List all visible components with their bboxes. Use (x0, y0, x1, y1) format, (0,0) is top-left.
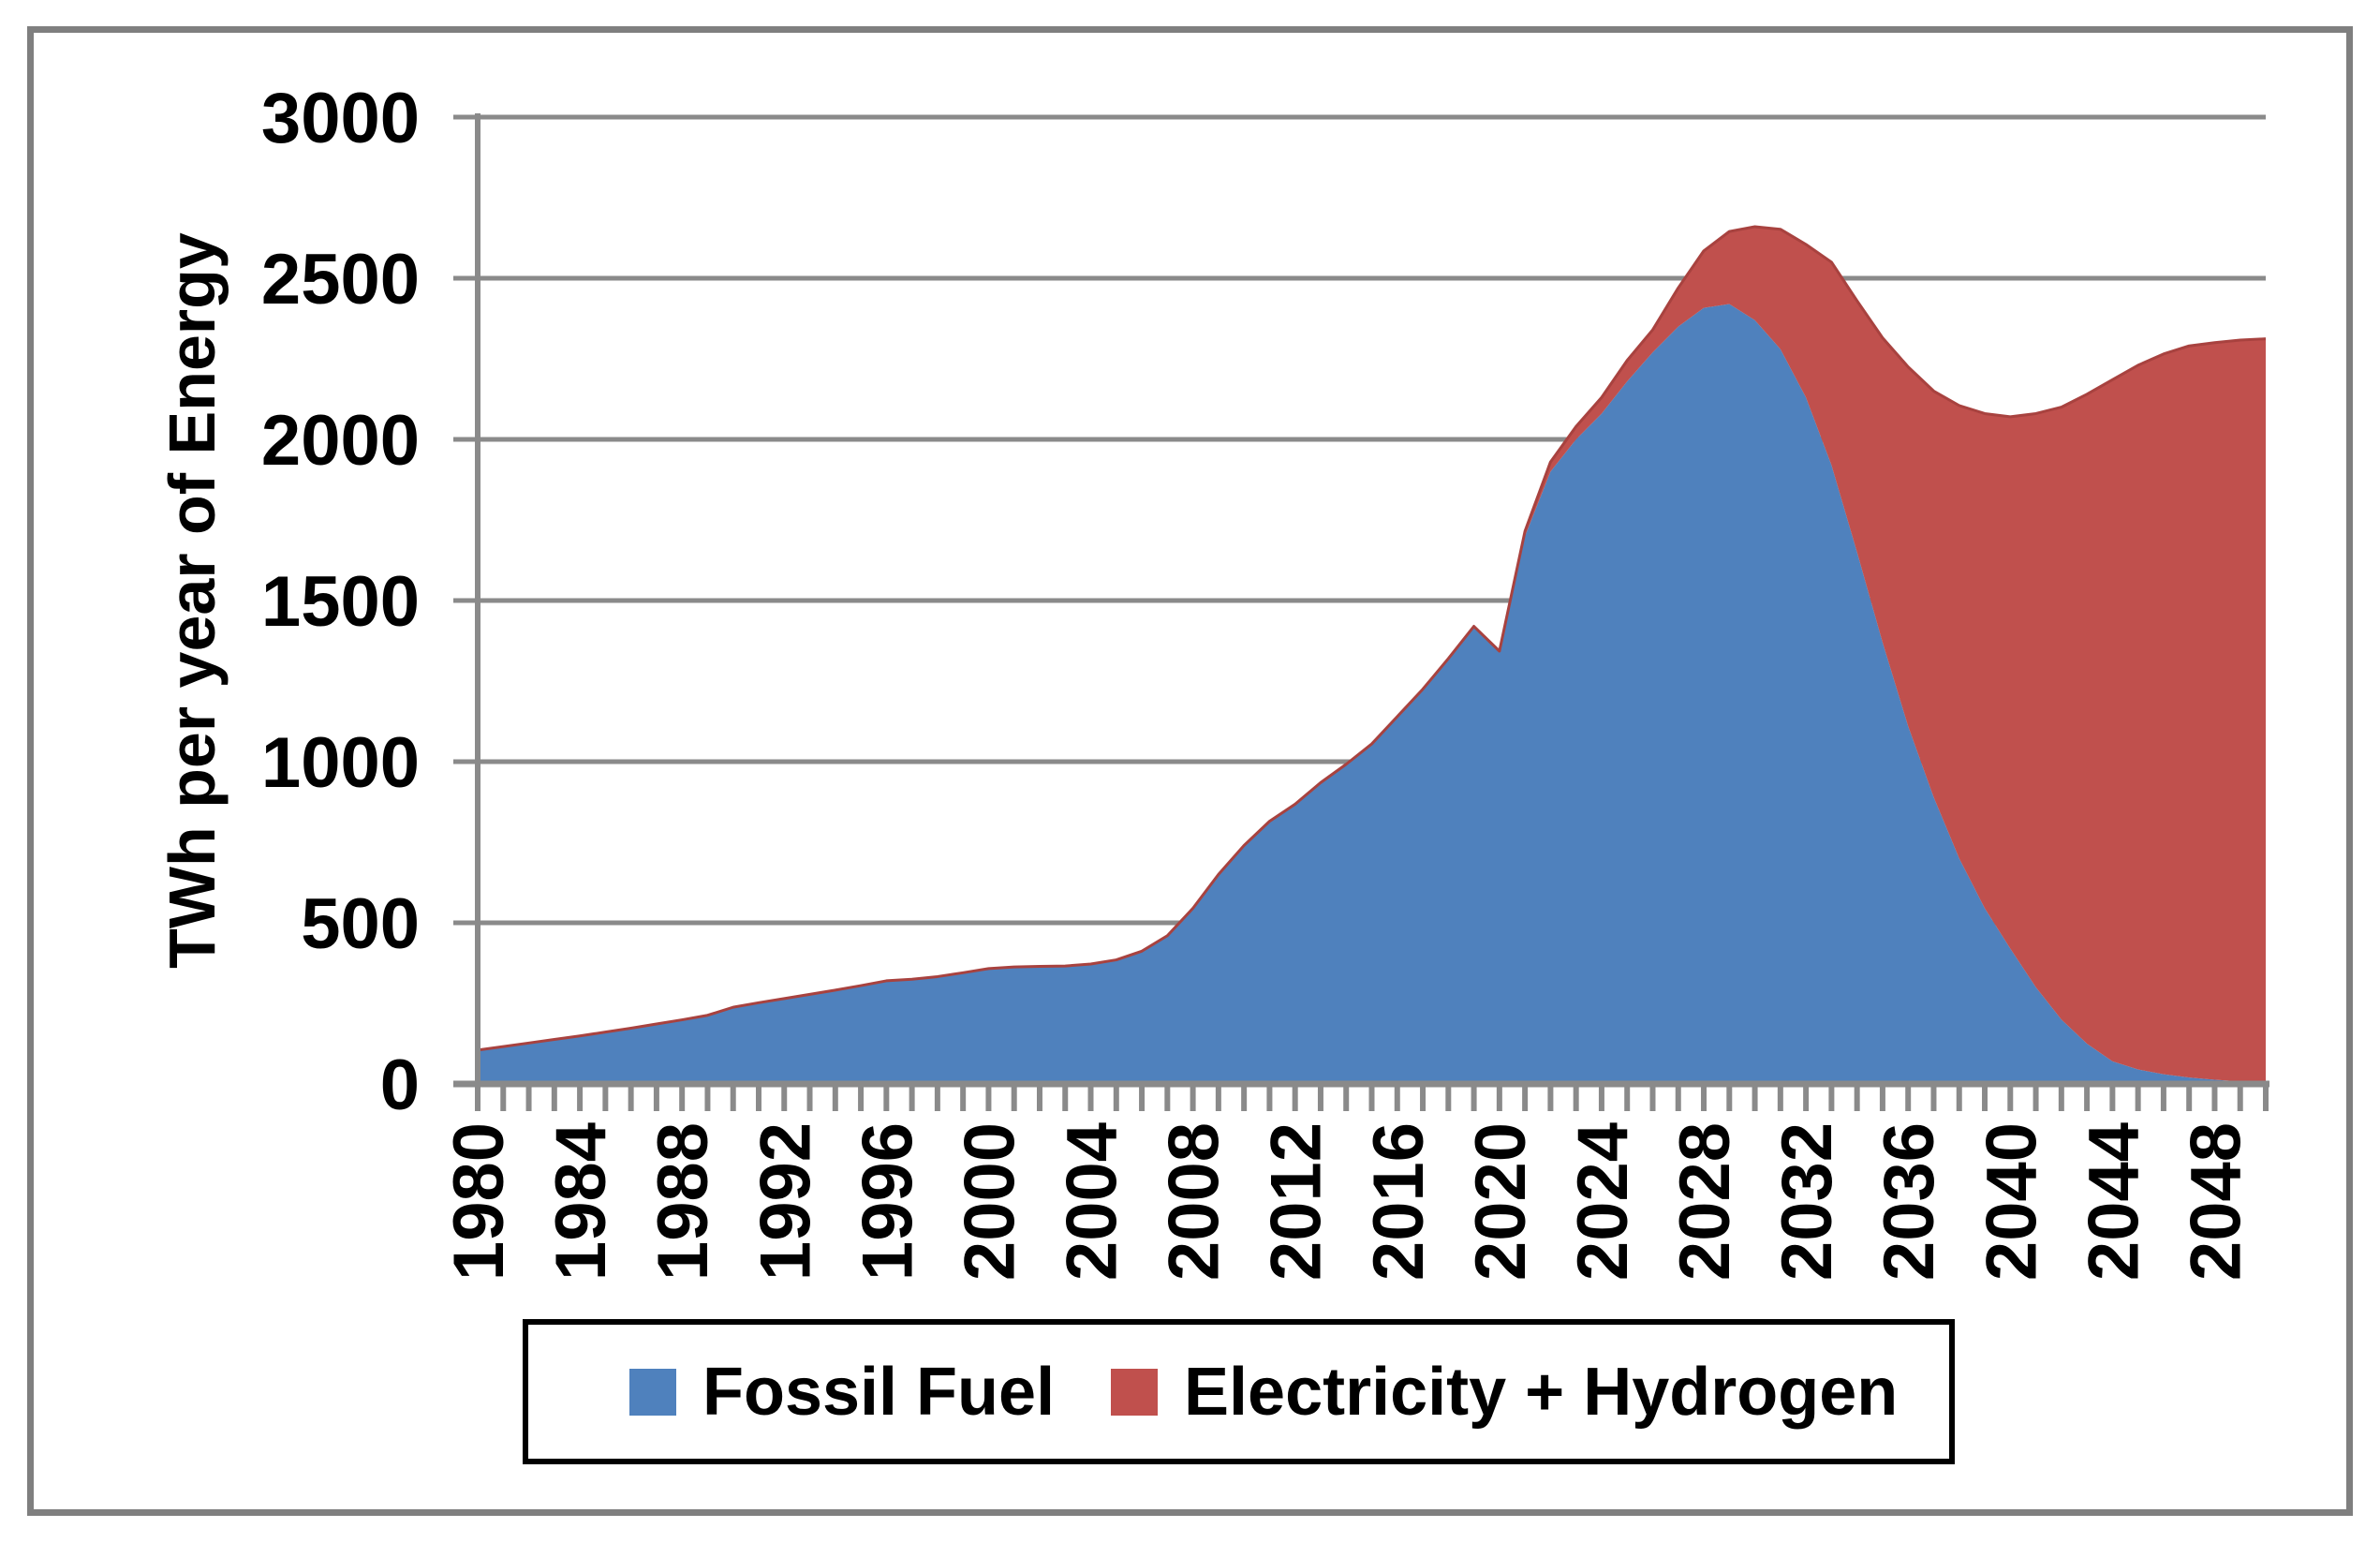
chart-outer-border (27, 26, 2353, 1516)
electricity-hydrogen-swatch (1111, 1368, 1158, 1416)
y-tick-label: 1500 (261, 562, 420, 642)
legend-box: Fossil Fuel Electricity + Hydrogen (523, 1319, 1955, 1464)
x-tick-label: 2036 (1870, 1122, 1949, 1281)
legend-item-electricity-hydrogen: Electricity + Hydrogen (1111, 1325, 1898, 1459)
legend-item-fossil-fuel: Fossil Fuel (629, 1325, 1055, 1459)
y-tick-label: 1000 (261, 723, 420, 803)
total-boundary-line (477, 225, 2267, 1052)
electricity-hydrogen-legend-label: Electricity + Hydrogen (1184, 1354, 1899, 1430)
x-tick-label: 1992 (746, 1122, 825, 1281)
fossil-fuel-area (478, 304, 2266, 1084)
x-tick-label: 2012 (1257, 1122, 1337, 1281)
electricity-hydrogen-area (478, 226, 2266, 1083)
x-tick-label: 2000 (950, 1122, 1029, 1281)
x-tick-label: 1988 (643, 1122, 723, 1281)
x-tick-label: 2020 (1461, 1122, 1541, 1281)
x-tick-label: 2044 (2074, 1122, 2153, 1281)
x-tick-label: 2028 (1665, 1122, 1745, 1281)
x-tick-label: 2016 (1359, 1122, 1439, 1281)
y-tick-label: 3000 (261, 79, 420, 158)
x-tick-label: 2024 (1563, 1122, 1643, 1281)
y-tick-label: 500 (301, 884, 420, 964)
x-tick-label: 2032 (1767, 1122, 1847, 1281)
x-tick-label: 2004 (1053, 1122, 1132, 1281)
x-tick-label: 2048 (2176, 1122, 2255, 1281)
x-tick-label: 2040 (1972, 1122, 2051, 1281)
x-tick-label: 1984 (541, 1122, 621, 1281)
y-tick-label: 2500 (261, 240, 420, 319)
x-tick-label: 1996 (848, 1122, 927, 1281)
y-tick-label: 0 (380, 1046, 420, 1125)
fossil-fuel-swatch (629, 1368, 676, 1416)
fossil-fuel-legend-label: Fossil Fuel (702, 1354, 1056, 1430)
y-tick-label: 2000 (261, 401, 420, 481)
x-tick-label: 2008 (1155, 1122, 1234, 1281)
x-tick-label: 1980 (439, 1122, 519, 1281)
